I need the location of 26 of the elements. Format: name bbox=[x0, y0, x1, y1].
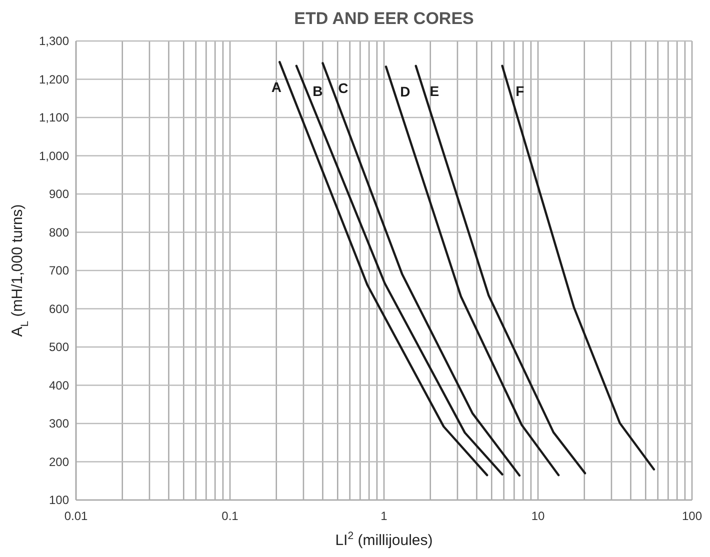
y-tick-label: 200 bbox=[48, 454, 70, 469]
x-tick-label: 100 bbox=[682, 509, 702, 523]
y-tick-label: 400 bbox=[48, 378, 70, 392]
y-tick-label: 700 bbox=[48, 264, 70, 278]
series-label: D bbox=[400, 84, 410, 100]
x-axis-title: LI$^{2}$ (millijoules) bbox=[335, 530, 433, 549]
series-label: E bbox=[430, 82, 440, 99]
y-tick-label: 1,200 bbox=[38, 72, 70, 86]
y-tick-label: 600 bbox=[48, 302, 70, 316]
y-tick-label: 900 bbox=[48, 187, 70, 201]
series-label: A bbox=[271, 79, 282, 96]
y-tick-label: 1,000 bbox=[38, 148, 70, 163]
x-tick-label: 0.1 bbox=[222, 509, 239, 523]
series-label: B bbox=[312, 82, 323, 99]
x-tick-label: 1 bbox=[380, 509, 388, 523]
x-tick-label: 10 bbox=[531, 509, 545, 523]
series-label: F bbox=[516, 82, 525, 99]
y-tick-label: 1,100 bbox=[38, 110, 70, 124]
y-tick-label: 100 bbox=[48, 493, 70, 507]
chart-title: ETD AND EER CORES bbox=[294, 9, 474, 28]
y-tick-label: 1,300 bbox=[38, 34, 70, 48]
series-label: C bbox=[338, 80, 348, 96]
y-tick-label: 800 bbox=[48, 225, 70, 240]
y-tick-label: 500 bbox=[48, 340, 70, 354]
y-tick-label: 300 bbox=[48, 416, 70, 430]
x-tick-label: 0.01 bbox=[64, 509, 88, 523]
